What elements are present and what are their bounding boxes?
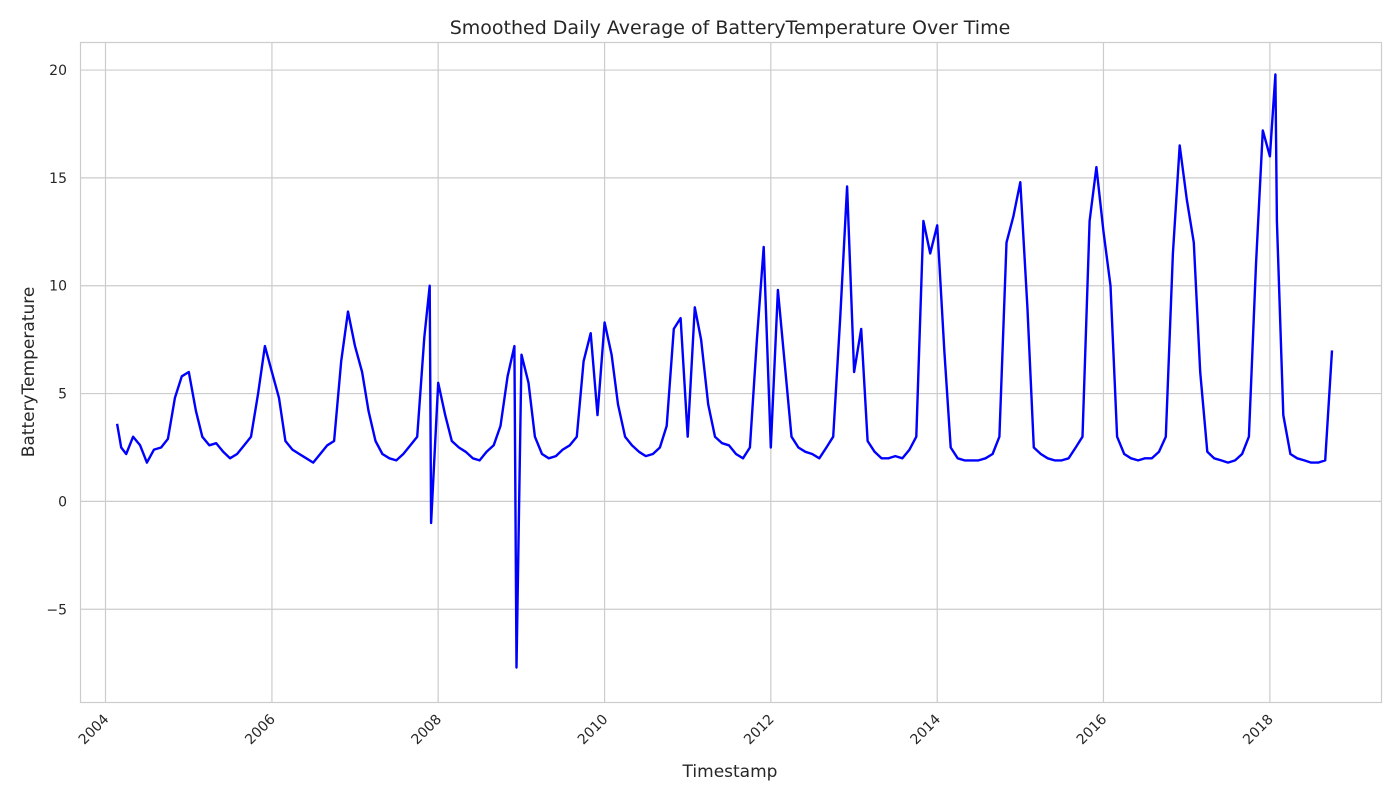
series-line: [115, 73, 1334, 669]
y-tick-label: 20: [49, 63, 67, 79]
y-axis-label: BatteryTemperature: [19, 287, 39, 458]
y-tick-label: 10: [49, 279, 67, 295]
y-tick-label: 5: [58, 387, 67, 403]
y-tick-label: −5: [46, 602, 67, 618]
y-tick-label: 0: [58, 494, 67, 510]
series-layer: [115, 73, 1334, 669]
grid: [80, 42, 1381, 702]
y-tick-label: 15: [49, 171, 67, 187]
chart-title: Smoothed Daily Average of BatteryTempera…: [450, 17, 1011, 39]
x-axis-label: Timestamp: [682, 762, 778, 782]
plot-frame: [79, 41, 1383, 704]
y-tick-labels: 20 15 10 5 0 −5: [46, 63, 67, 618]
